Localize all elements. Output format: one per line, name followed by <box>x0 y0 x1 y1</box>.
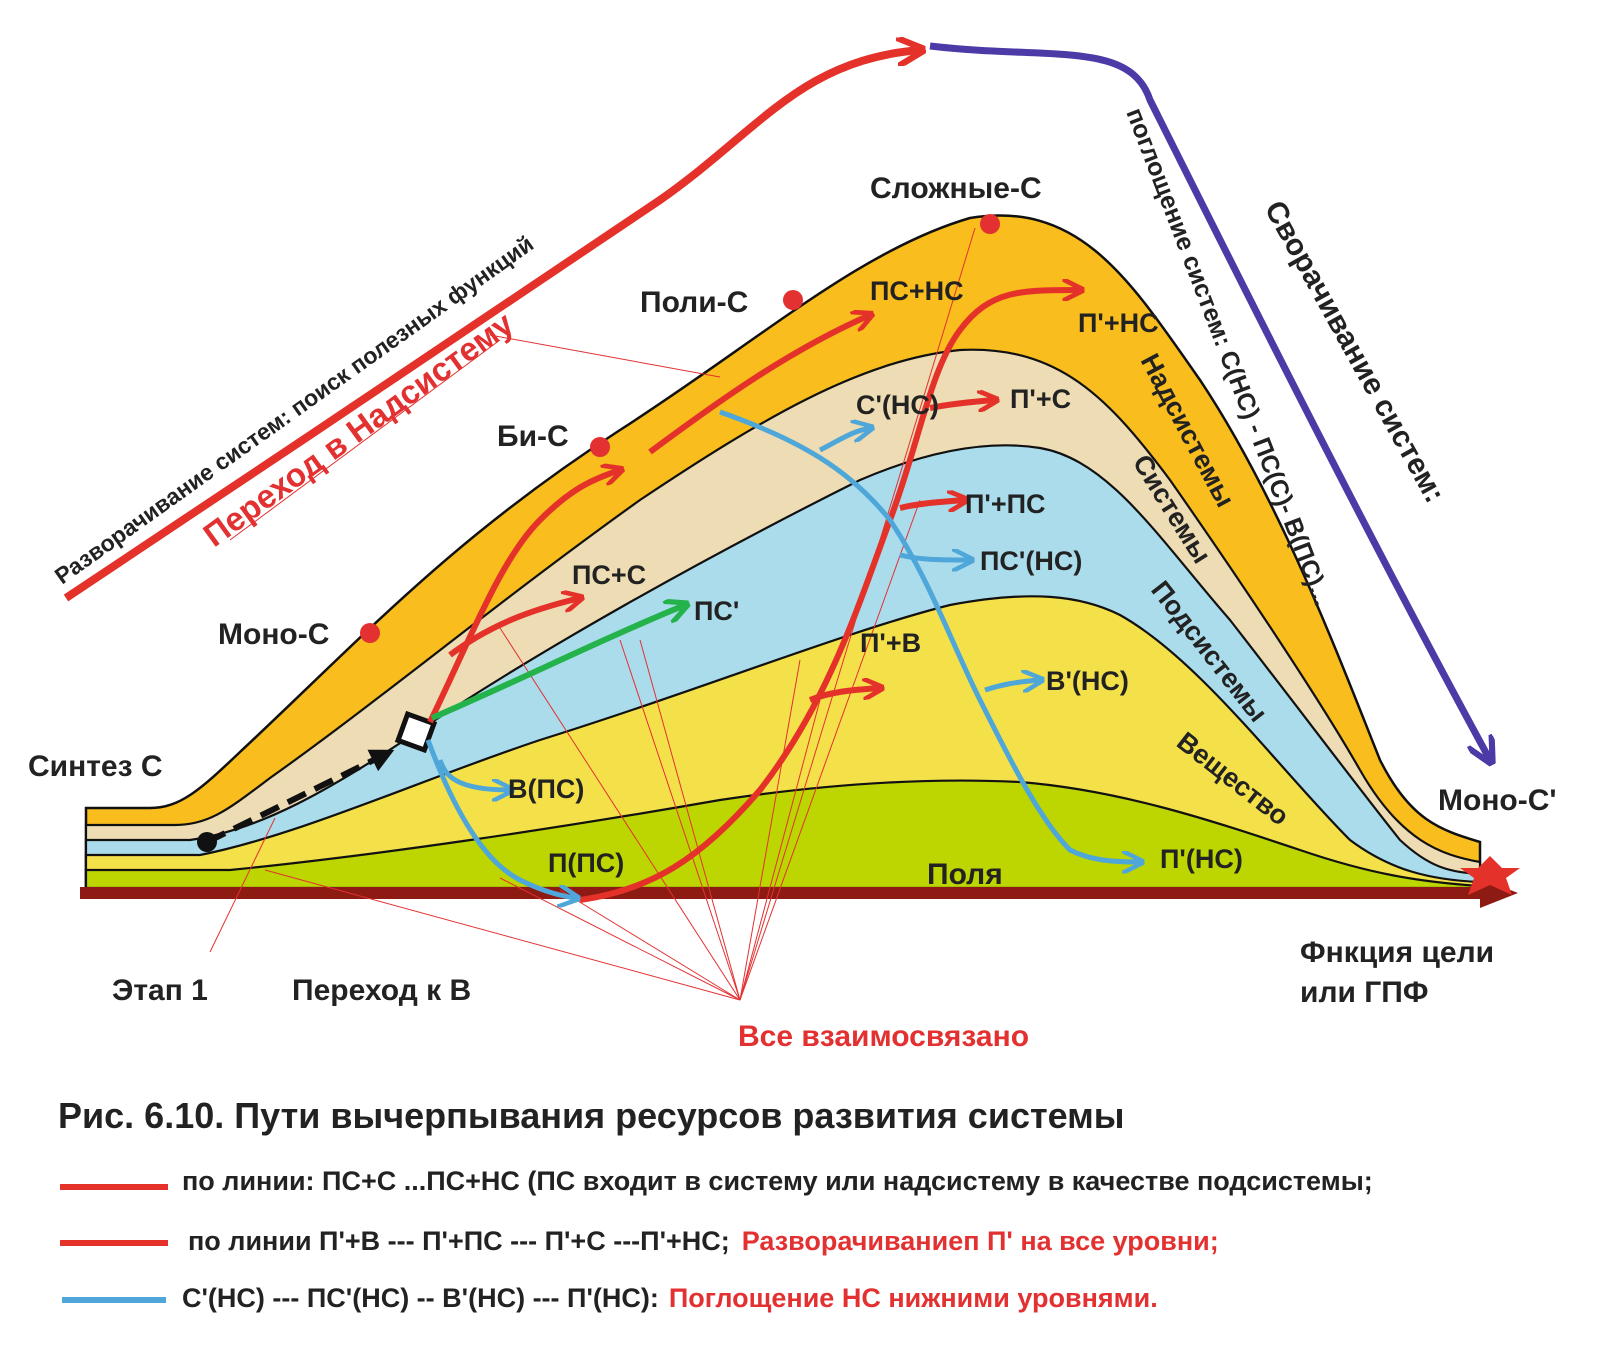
label-etap: Этап 1 <box>112 974 208 1007</box>
node-labels: ПС+С ПС' ПС+НС П'+НС С'(НС) П'+С П'+ПС П… <box>508 276 1243 878</box>
path-upper-band <box>648 315 870 455</box>
legend-line-2: по линии П'+В --- П'+ПС --- П'+С ---П'+Н… <box>188 1226 1219 1256</box>
bottom-labels: Фнкция цели или ГПФ Этап 1 Переход к В В… <box>112 936 1494 1053</box>
stage-labels: Моно-С Би-С Поли-С Сложные-С Моно-С' Син… <box>28 172 1557 817</box>
folding-arrow <box>929 42 1490 760</box>
path-v-ns <box>984 680 1040 690</box>
label-ps-s: ПС+С <box>572 560 646 590</box>
label-axis-1: Фнкция цели <box>1300 936 1494 969</box>
label-v-ps: В(ПС) <box>508 774 584 804</box>
label-axis-2: или ГПФ <box>1300 976 1428 1009</box>
label-unfolding: Разворачивание систем: поиск полезных фу… <box>50 230 538 589</box>
path-main-rise <box>427 470 620 724</box>
label-polya: Поля <box>927 858 1003 891</box>
unfolding-arrow <box>63 50 920 602</box>
label-p-s: П'+С <box>1010 384 1071 414</box>
label-p-prime-ns: П'(НС) <box>1160 844 1243 874</box>
path-v-ps <box>437 759 510 790</box>
path-p-ps <box>899 500 965 508</box>
legend-line-3-b: Поглощение НС нижними уровнями. <box>669 1283 1158 1313</box>
path-ps-prime <box>430 605 685 721</box>
label-sintez: Синтез С <box>28 750 163 783</box>
path-s-ns <box>818 428 870 453</box>
legend-line-2-b: Разворачиваниеп П' на все уровни; <box>742 1226 1219 1256</box>
top-trend-arrows <box>63 42 1490 760</box>
stage-dots <box>360 214 1000 643</box>
label-bi: Би-С <box>497 420 569 453</box>
red-paths <box>427 290 1080 903</box>
label-ps-prime-ns: ПС'(НС) <box>980 546 1082 576</box>
dot-slozhnye <box>980 214 1000 234</box>
path-p-s <box>929 400 995 408</box>
label-slozhnye: Сложные-С <box>870 172 1042 205</box>
label-p-ps: П'+ПС <box>965 489 1046 519</box>
label-mono: Моно-С <box>218 618 329 651</box>
label-folding: Сворачивание систем: <box>1258 195 1451 508</box>
path-ps-s <box>448 598 580 658</box>
caption-title: Рис. 6.10. Пути вычерпывания ресурсов ра… <box>58 1095 1125 1136</box>
path-p-v <box>808 688 880 703</box>
layer-bands <box>84 214 1482 890</box>
caption: Рис. 6.10. Пути вычерпывания ресурсов ра… <box>58 1095 1373 1313</box>
path-absorption <box>719 409 1140 862</box>
interconnection-lines <box>209 227 976 1001</box>
legend-line-2-a: по линии П'+В --- П'+ПС --- П'+С ---П'+Н… <box>188 1226 730 1256</box>
path-p-ps <box>425 739 576 898</box>
legend-line-3: С'(НС) --- ПС'(НС) -- В'(НС) --- П'(НС):… <box>182 1283 1158 1313</box>
label-poli: Поли-С <box>640 286 748 319</box>
label-v-prime-ns: В'(НС) <box>1046 666 1129 696</box>
goal-function-axis <box>80 878 1518 908</box>
label-ps-ns: ПС+НС <box>870 276 964 306</box>
path-p-prime <box>579 290 1080 903</box>
label-ps-prime: ПС' <box>694 596 739 626</box>
synthesis-node <box>394 710 438 754</box>
label-p-ps-low: П(ПС) <box>548 848 624 878</box>
label-perehod: Переход к В <box>292 974 471 1007</box>
label-p-v: П'+В <box>860 628 921 658</box>
legend-line-1: по линии: ПС+С ...ПС+НС (ПС входит в сис… <box>182 1166 1373 1196</box>
dot-mono <box>360 623 380 643</box>
path-ps-ns <box>899 555 970 560</box>
blue-paths <box>425 409 1140 898</box>
star-marker <box>1460 856 1520 895</box>
legend-line-3-a: С'(НС) --- ПС'(НС) -- В'(НС) --- П'(НС): <box>182 1283 659 1313</box>
dot-bi <box>590 437 610 457</box>
label-vse: Все взаимосвязано <box>738 1020 1029 1053</box>
label-s-ns: С'(НС) <box>856 390 939 420</box>
label-mono-prime: Моно-С' <box>1438 784 1557 817</box>
label-p-ns: П'+НС <box>1078 308 1159 338</box>
synthesis-path <box>197 710 438 852</box>
dot-poli <box>783 290 803 310</box>
